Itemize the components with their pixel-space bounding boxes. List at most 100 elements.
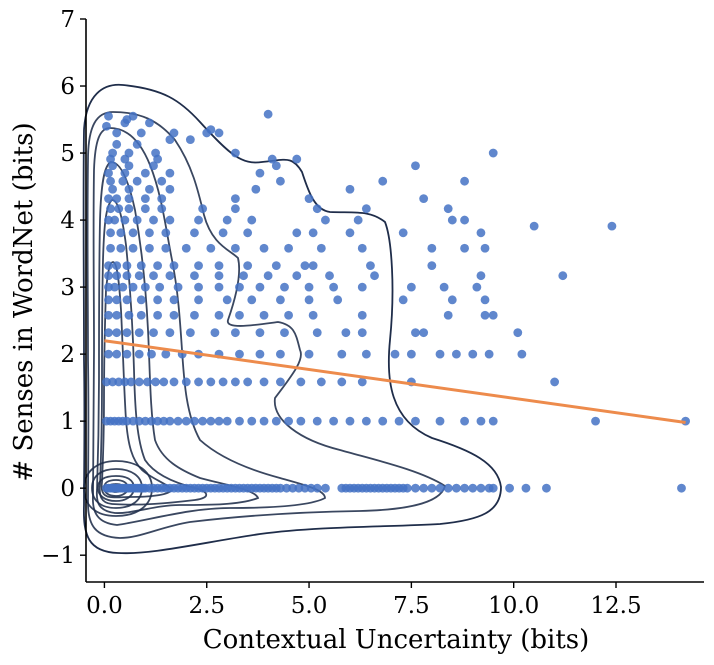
scatter-point xyxy=(104,328,113,338)
scatter-point xyxy=(147,416,156,426)
scatter-point xyxy=(124,148,134,158)
scatter-point xyxy=(521,483,531,493)
y-tick-label: 5 xyxy=(60,141,75,167)
scatter-point xyxy=(110,282,120,292)
scatter-point xyxy=(145,184,154,194)
scatter-point xyxy=(271,261,281,271)
y-tick-label: 4 xyxy=(60,208,75,234)
scatter-point xyxy=(296,377,306,387)
scatter-point xyxy=(165,215,175,225)
scatter-point xyxy=(366,261,375,271)
scatter-point xyxy=(173,416,183,426)
scatter-point xyxy=(282,483,291,493)
scatter-point xyxy=(230,243,240,253)
scatter-point xyxy=(214,128,224,138)
scatter-point xyxy=(206,416,216,426)
scatter-point xyxy=(140,282,150,292)
scatter-point xyxy=(222,295,232,305)
scatter-point xyxy=(406,349,416,359)
scatter-point xyxy=(284,310,293,320)
scatter-point xyxy=(140,168,150,178)
scatter-point xyxy=(165,328,175,338)
scatter-point xyxy=(677,483,686,493)
scatter-point xyxy=(136,310,146,320)
x-axis-title: Contextual Uncertainty (bits) xyxy=(203,625,590,655)
scatter-point xyxy=(447,295,457,305)
scatter-point xyxy=(235,310,244,320)
scatter-point xyxy=(157,176,167,186)
scatter-point xyxy=(361,349,371,359)
scatter-point xyxy=(112,349,122,359)
scatter-point xyxy=(124,194,134,204)
scatter-point xyxy=(419,194,429,204)
scatter-point xyxy=(122,271,132,281)
scatter-point xyxy=(230,204,240,214)
density-contour xyxy=(83,460,153,517)
scatter-point xyxy=(181,243,191,253)
scatter-point xyxy=(140,204,150,214)
scatter-point xyxy=(271,416,281,426)
scatter-point xyxy=(124,184,134,194)
scatter-point xyxy=(300,483,310,493)
scatter-point xyxy=(185,328,195,338)
scatter-point xyxy=(345,184,355,194)
scatter-point xyxy=(300,261,310,271)
scatter-point xyxy=(230,328,240,338)
scatter-point xyxy=(337,349,347,359)
scatter-point xyxy=(235,416,244,426)
scatter-point xyxy=(104,295,113,305)
scatter-point xyxy=(104,282,113,292)
scatter-point xyxy=(488,416,498,426)
scatter-point xyxy=(104,194,113,204)
scatter-point xyxy=(112,271,122,281)
scatter-point xyxy=(206,243,216,253)
scatter-point xyxy=(132,139,142,149)
scatter-point xyxy=(118,176,128,186)
scatter-point xyxy=(149,161,158,171)
regression-line xyxy=(104,339,686,424)
scatter-point xyxy=(165,271,175,281)
scatter-point xyxy=(439,282,449,292)
scatter-point xyxy=(292,154,302,164)
scatter-point xyxy=(106,243,115,253)
scatter-point xyxy=(345,228,355,238)
scatter-point xyxy=(134,328,144,338)
scatter-point xyxy=(112,328,122,338)
scatter-point xyxy=(214,282,224,292)
scatter-point xyxy=(134,416,144,426)
scatter-point xyxy=(157,204,167,214)
scatter-point xyxy=(398,295,408,305)
scatter-point xyxy=(308,310,318,320)
scatter-point xyxy=(214,261,224,271)
scatter-point xyxy=(104,349,113,359)
scatter-point xyxy=(108,377,118,387)
scatter-point xyxy=(472,282,482,292)
scatter-point xyxy=(276,295,285,305)
scatter-point xyxy=(235,349,244,359)
scatter-point xyxy=(145,228,154,238)
scatter-point xyxy=(259,243,269,253)
scatter-point xyxy=(142,377,152,387)
scatter-point xyxy=(255,328,265,338)
scatter-point xyxy=(263,109,273,119)
scatter-point xyxy=(345,416,355,426)
scatter-point xyxy=(104,261,113,271)
scatter-point xyxy=(243,377,253,387)
scatter-point xyxy=(280,328,289,338)
scatter-point xyxy=(468,483,478,493)
y-axis-title: # Senses in WordNet (bits) xyxy=(9,122,39,481)
scatter-point xyxy=(304,194,314,204)
scatter-point xyxy=(419,328,429,338)
scatter-point xyxy=(169,128,179,138)
density-contours xyxy=(82,83,502,555)
scatter-point xyxy=(136,295,146,305)
scatter-point xyxy=(161,349,171,359)
scatter-point xyxy=(190,416,199,426)
y-tick-label: 7 xyxy=(60,7,75,33)
scatter-point xyxy=(259,377,269,387)
scatter-point xyxy=(280,282,289,292)
scatter-point xyxy=(304,282,314,292)
scatter-point xyxy=(443,204,453,214)
scatter-point xyxy=(120,377,130,387)
scatter-point xyxy=(427,261,437,271)
